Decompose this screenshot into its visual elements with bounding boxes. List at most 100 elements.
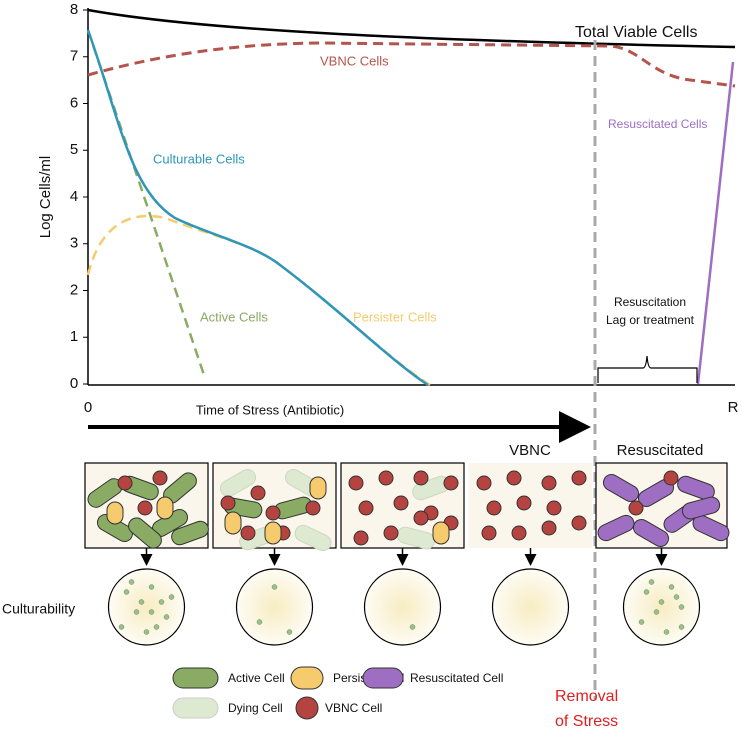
vbnc-cell [663,470,679,486]
removal-label: Removal [555,688,618,705]
resuscitated-label: Resuscitated Cells [608,117,707,131]
panel-label: VBNC [509,442,551,459]
colony [678,604,685,610]
note-line: Lag or treatment [606,313,695,327]
petri-dish [235,568,314,646]
colony [648,579,655,585]
colony [663,629,670,635]
y-tick-label: 6 [70,94,78,111]
vbnc-cell [443,475,459,491]
colony [148,584,155,590]
y-axis-label: Log Cells/ml [37,156,54,239]
y-tick-label: 1 [70,328,78,345]
removal-label: of Stress [555,713,618,730]
vbnc-cell [353,530,369,546]
vbnc-cell [152,470,168,486]
vbnc-cell [481,525,497,541]
rod-cell [692,514,730,542]
colony [158,599,165,605]
vbnc-cell [506,470,522,486]
colony [658,599,665,605]
y-tick-label: 3 [70,235,78,252]
rod-cell [597,514,635,542]
rod-cell [219,469,257,497]
y-tick-label: 2 [70,281,78,298]
vbnc-cell [571,470,587,486]
y-tick-label: 8 [70,1,78,18]
colony [638,619,645,625]
vbnc-cell [250,485,266,501]
vbnc-cell [541,520,557,536]
legend-swatch [172,667,219,689]
colony [138,599,145,605]
vbnc-cell [240,525,256,541]
petri-dish [363,568,442,646]
rod-cell [602,474,640,502]
vbnc-cell [516,495,532,511]
active-curve [86,29,207,379]
legend-swatch [362,667,404,689]
vbnc-cell [265,505,281,521]
colony [643,589,650,595]
vbnc-cell [571,515,587,531]
panel-label: Resuscitated [617,442,704,459]
petri-dish [491,568,570,646]
petri-dish [622,568,701,646]
persister-cell [264,521,282,545]
rod-cell [171,520,209,546]
legend-swatch [290,666,324,690]
vbnc-cell [413,470,429,486]
vbnc-cell [378,470,394,486]
total-label: Total Viable Cells [575,24,697,41]
vbnc-label: VBNC Cells [320,53,389,68]
persister-curve [86,214,431,387]
y-tick-label: 0 [70,375,78,392]
vbnc-cell [348,475,364,491]
vbnc-cell [220,495,236,511]
x-axis-label: Time of Stress (Antibiotic) [196,402,344,417]
colony [668,584,675,590]
vbnc-cell [546,500,562,516]
colony [133,609,140,615]
colony [118,624,125,630]
legend-label: Resuscitated Cell [410,671,503,685]
colony [673,594,680,600]
culturability-label: Culturability [2,601,75,617]
colony [148,609,155,615]
y-tick-label: 5 [70,141,78,158]
active-label: Active Cells [200,309,268,324]
brace [597,355,698,383]
y-tick-label: 7 [70,48,78,65]
colony [653,609,660,615]
petri-dish [107,568,186,646]
vbnc-cell [486,500,502,516]
rod-cell [681,496,721,520]
vbnc-curve [87,41,736,88]
colony [153,624,160,630]
rod-cell [128,517,162,549]
persister-cell [106,501,124,525]
total-curve [87,8,736,49]
legend-swatch [172,697,219,719]
legend-label: VBNC Cell [325,701,382,715]
persister-label: Persister Cells [353,309,437,324]
colony [678,624,685,630]
resuscitated-curve [696,61,735,385]
persister-cell [432,521,450,545]
x-end: R [728,399,739,416]
vbnc-cell [476,475,492,491]
vbnc-cell [137,500,153,516]
rod-cell [677,475,715,501]
legend-label: Dying Cell [228,701,283,715]
legend-swatch [295,696,319,720]
persister-cell [224,511,242,535]
vbnc-cell [117,475,133,491]
vbnc-cell [383,525,399,541]
culturable-label: Culturable Cells [153,151,245,166]
colony [123,589,130,595]
colony [271,584,278,590]
persister-cell [309,476,327,500]
vbnc-cell [413,510,429,526]
vbnc-cell [305,500,321,516]
rod-cell [294,524,332,552]
